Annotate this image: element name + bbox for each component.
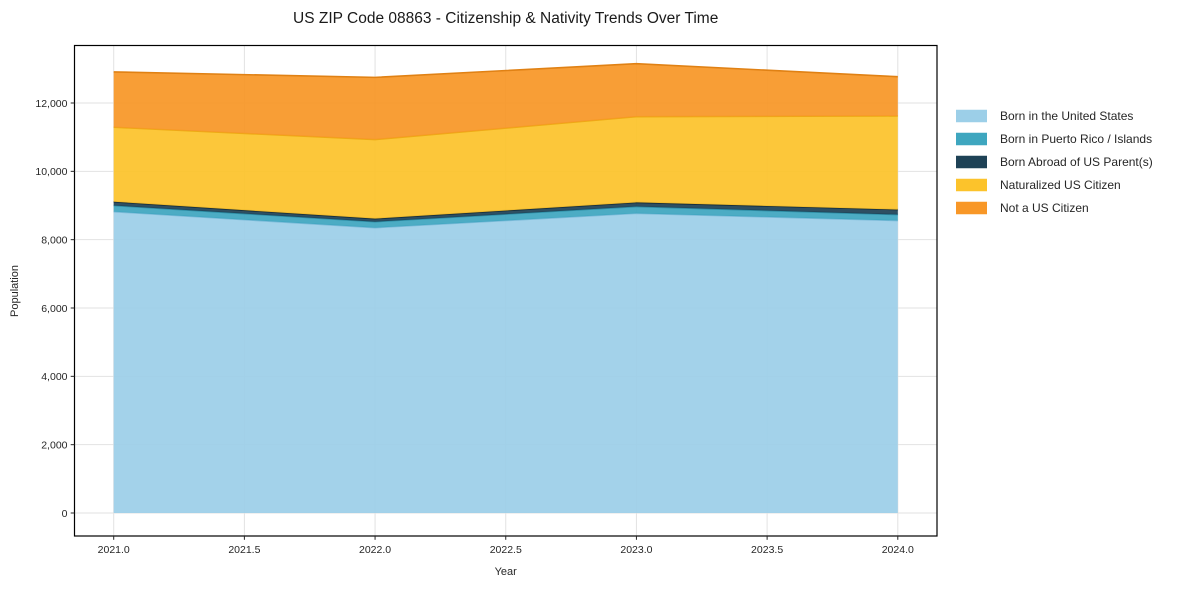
- x-tick-label: 2021.5: [228, 544, 260, 556]
- legend-swatch-born-in-puerto-rico-islands: [956, 132, 987, 146]
- legend-item-not-a-us-citizen: Not a US Citizen: [956, 201, 1089, 215]
- y-tick-label: 8,000: [41, 235, 67, 247]
- y-tick-label: 10,000: [35, 166, 67, 178]
- legend-label: Naturalized US Citizen: [1000, 178, 1121, 192]
- area-born-in-the-united-states: [113, 211, 898, 514]
- x-tick-label: 2023.0: [620, 544, 652, 556]
- legend-item-born-abroad-of-us-parent-s: Born Abroad of US Parent(s): [956, 155, 1153, 169]
- area-layer: [113, 62, 898, 514]
- legend-swatch-born-in-the-united-states: [956, 109, 987, 123]
- legend-item-born-in-puerto-rico-islands: Born in Puerto Rico / Islands: [956, 132, 1152, 146]
- area-edge-not-a-us-citizen: [113, 62, 898, 79]
- legend-label: Born Abroad of US Parent(s): [1000, 155, 1153, 169]
- legend-swatch-born-abroad-of-us-parent-s: [956, 155, 987, 169]
- legend-item-naturalized-us-citizen: Naturalized US Citizen: [956, 178, 1121, 192]
- chart-title: US ZIP Code 08863 - Citizenship & Nativi…: [293, 10, 718, 27]
- x-tick-label: 2021.0: [98, 544, 130, 556]
- y-tick-label: 4,000: [41, 371, 67, 383]
- area-born-abroad-of-us-parent-s: [113, 201, 898, 222]
- y-tick-label: 0: [62, 508, 68, 520]
- x-tick-label: 2022.5: [490, 544, 522, 556]
- area-born-in-puerto-rico-islands: [113, 205, 898, 228]
- area-not-a-us-citizen: [113, 63, 898, 140]
- legend: Born in the United States Born in Puerto …: [956, 109, 1153, 215]
- legend-swatch-naturalized-us-citizen: [956, 178, 987, 192]
- x-tick-label: 2024.0: [882, 544, 914, 556]
- y-tick-label: 6,000: [41, 303, 67, 315]
- legend-label: Born in Puerto Rico / Islands: [1000, 132, 1152, 146]
- axis-layer: 2021.0 2021.5 2022.0 2022.5 2023.0 2023.5 2024…: [35, 44, 938, 556]
- y-tick-label: 12,000: [35, 98, 67, 110]
- x-axis-label: Year: [495, 566, 518, 578]
- x-tick-label: 2022.0: [359, 544, 391, 556]
- legend-label: Not a US Citizen: [1000, 201, 1089, 215]
- y-tick-label: 2,000: [41, 440, 67, 452]
- legend-item-born-in-the-united-states: Born in the United States: [956, 109, 1133, 123]
- legend-label: Born in the United States: [1000, 109, 1133, 123]
- y-axis-label: Population: [9, 265, 21, 317]
- area-naturalized-us-citizen: [113, 115, 898, 219]
- x-tick-label: 2023.5: [751, 544, 783, 556]
- legend-swatch-not-a-us-citizen: [956, 201, 987, 215]
